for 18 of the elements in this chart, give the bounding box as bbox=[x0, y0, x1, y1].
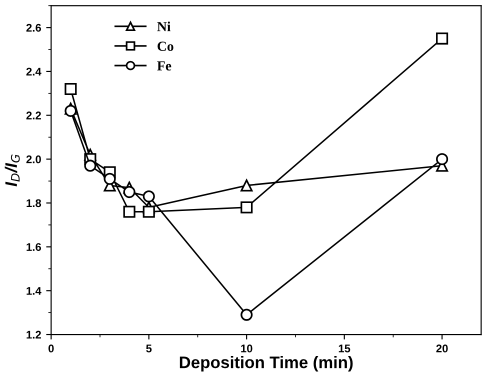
y-axis-title: I$_{D}$/I$_{G}$ bbox=[4, 154, 20, 186]
x-tick-label: 5 bbox=[146, 344, 152, 352]
x-tick-label: 10 bbox=[241, 344, 252, 352]
legend-label: Fe bbox=[157, 61, 172, 71]
y-tick-label: 2.4 bbox=[26, 68, 42, 76]
y-tick-label: 1.6 bbox=[26, 243, 42, 251]
y-tick-label: 2.6 bbox=[26, 24, 42, 32]
y-tick-label: 1.8 bbox=[26, 199, 42, 208]
y-tick-label: 2.2 bbox=[26, 112, 41, 120]
y-tick-label: 1.2 bbox=[26, 330, 41, 339]
y-tick-label: 1.4 bbox=[26, 287, 42, 295]
x-tick-label: 20 bbox=[436, 344, 448, 352]
x-tick-label: 15 bbox=[338, 344, 350, 352]
x-axis-title: Deposition Time (min) bbox=[180, 356, 353, 372]
legend-label: Co bbox=[158, 42, 174, 51]
x-tick-label: 0 bbox=[48, 344, 54, 352]
legend-label: Ni bbox=[157, 22, 171, 32]
y-tick-label: 2.0 bbox=[26, 155, 41, 164]
